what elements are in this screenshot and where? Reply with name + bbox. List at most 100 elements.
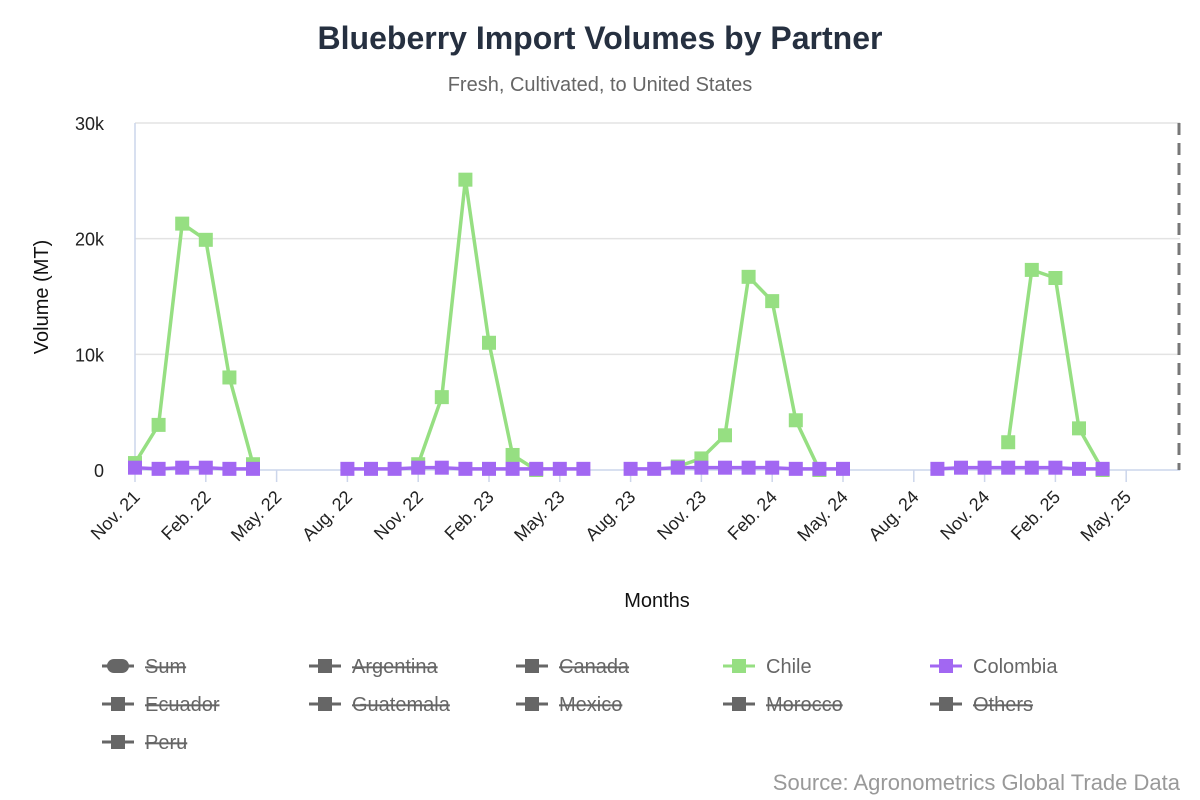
legend-marker-swatch	[107, 659, 129, 673]
legend-item-chile[interactable]: Chile	[723, 656, 812, 678]
data-point-chile[interactable]	[788, 413, 803, 428]
data-point-colombia[interactable]	[128, 460, 142, 475]
legend-item-colombia[interactable]: Colombia	[930, 656, 1058, 678]
data-point-colombia[interactable]	[458, 461, 473, 476]
data-point-colombia[interactable]	[647, 461, 662, 476]
legend-label: Argentina	[352, 656, 438, 678]
legend-label: Colombia	[973, 656, 1058, 678]
y-tick-label: 20k	[75, 230, 105, 250]
data-point-chile[interactable]	[1072, 421, 1086, 436]
data-point-colombia[interactable]	[529, 461, 544, 476]
y-axis-label: Volume (MT)	[31, 240, 53, 354]
legend-label: Peru	[145, 732, 187, 754]
data-point-chile[interactable]	[175, 216, 190, 231]
legend-label: Mexico	[559, 694, 622, 716]
x-tick-label: May. 25	[1077, 487, 1135, 545]
legend-item-others[interactable]: Others	[930, 694, 1033, 716]
legend-marker-swatch	[525, 697, 539, 711]
legend-item-guatemala[interactable]: Guatemala	[309, 694, 451, 716]
data-point-colombia[interactable]	[552, 461, 567, 476]
data-point-colombia[interactable]	[505, 461, 520, 476]
legend-label: Morocco	[766, 694, 843, 716]
data-point-colombia[interactable]	[930, 461, 945, 476]
legend-label: Chile	[766, 656, 812, 678]
data-point-chile[interactable]	[1024, 262, 1039, 277]
data-point-colombia[interactable]	[151, 461, 166, 476]
legend: Sum Argentina Canada Chile Colombia Ecuador Gu…	[102, 656, 1058, 754]
data-point-colombia[interactable]	[482, 461, 496, 476]
series-colombia	[128, 460, 1110, 476]
legend-marker-swatch	[939, 659, 953, 673]
data-point-colombia[interactable]	[222, 461, 237, 476]
x-tick-label: Nov. 23	[653, 487, 710, 544]
data-point-chile[interactable]	[151, 417, 166, 432]
data-point-colombia[interactable]	[788, 461, 803, 476]
x-tick-label: Nov. 21	[87, 487, 144, 544]
x-tick-label: May. 22	[227, 487, 285, 545]
grid-lines	[135, 122, 1180, 356]
data-point-colombia[interactable]	[387, 461, 402, 476]
data-point-chile[interactable]	[198, 232, 213, 247]
data-point-colombia[interactable]	[718, 460, 732, 475]
x-tick-label: Feb. 24	[724, 487, 781, 544]
x-tick-label: Feb. 25	[1007, 487, 1064, 544]
data-point-colombia[interactable]	[1072, 461, 1086, 476]
legend-marker-swatch	[111, 697, 125, 711]
data-point-chile[interactable]	[765, 294, 780, 309]
data-point-colombia[interactable]	[812, 461, 827, 476]
legend-label: Others	[973, 694, 1033, 716]
data-point-colombia[interactable]	[198, 460, 213, 475]
x-tick-label: Nov. 22	[370, 487, 427, 544]
data-point-colombia[interactable]	[434, 460, 449, 475]
x-tick-label: Aug. 23	[581, 487, 639, 545]
legend-item-argentina[interactable]: Argentina	[309, 656, 438, 678]
legend-item-morocco[interactable]: Morocco	[723, 694, 843, 716]
legend-marker-swatch	[939, 697, 953, 711]
data-point-colombia[interactable]	[1001, 460, 1016, 475]
legend-marker-swatch	[525, 659, 539, 673]
y-tick-label: 10k	[75, 345, 105, 365]
data-point-colombia[interactable]	[954, 460, 968, 475]
data-point-colombia[interactable]	[1048, 460, 1063, 475]
y-axis-ticks: 0 10k 20k 30k	[75, 114, 105, 481]
legend-item-ecuador[interactable]: Ecuador	[102, 694, 220, 716]
x-tick-label: Nov. 24	[936, 487, 993, 544]
x-tick-label: Aug. 24	[865, 487, 923, 545]
data-point-chile[interactable]	[1001, 435, 1016, 450]
data-point-colombia[interactable]	[1024, 460, 1039, 475]
data-point-chile[interactable]	[458, 172, 473, 187]
data-point-chile[interactable]	[505, 447, 520, 462]
data-point-colombia[interactable]	[364, 461, 378, 476]
legend-item-sum[interactable]: Sum	[102, 656, 186, 678]
legend-marker-swatch	[732, 697, 746, 711]
legend-item-peru[interactable]: Peru	[102, 732, 187, 754]
data-point-chile[interactable]	[434, 390, 449, 405]
data-point-chile[interactable]	[718, 428, 732, 443]
data-point-chile[interactable]	[741, 269, 756, 284]
data-point-colombia[interactable]	[175, 460, 190, 475]
x-tick-label: Feb. 23	[441, 487, 498, 544]
data-point-colombia[interactable]	[246, 461, 260, 476]
data-point-colombia[interactable]	[576, 461, 591, 476]
data-point-colombia[interactable]	[977, 460, 992, 475]
data-point-colombia[interactable]	[623, 461, 638, 476]
data-point-colombia[interactable]	[694, 460, 709, 475]
legend-item-canada[interactable]: Canada	[516, 656, 630, 678]
legend-marker-swatch	[318, 659, 332, 673]
x-tick-label: May. 23	[510, 487, 568, 545]
axes	[134, 123, 1181, 471]
data-point-colombia[interactable]	[340, 461, 355, 476]
data-point-colombia[interactable]	[836, 461, 850, 476]
data-point-colombia[interactable]	[765, 460, 780, 475]
x-tick-label: Aug. 22	[298, 487, 356, 545]
data-point-colombia[interactable]	[1095, 461, 1110, 476]
data-point-colombia[interactable]	[670, 460, 685, 475]
legend-item-mexico[interactable]: Mexico	[516, 694, 622, 716]
data-point-chile[interactable]	[482, 335, 496, 350]
data-point-colombia[interactable]	[411, 460, 426, 475]
data-point-colombia[interactable]	[741, 460, 756, 475]
data-point-chile[interactable]	[222, 370, 237, 385]
series-chile	[128, 172, 1110, 477]
data-point-chile[interactable]	[1048, 270, 1063, 285]
series-plot-area	[128, 172, 1110, 477]
